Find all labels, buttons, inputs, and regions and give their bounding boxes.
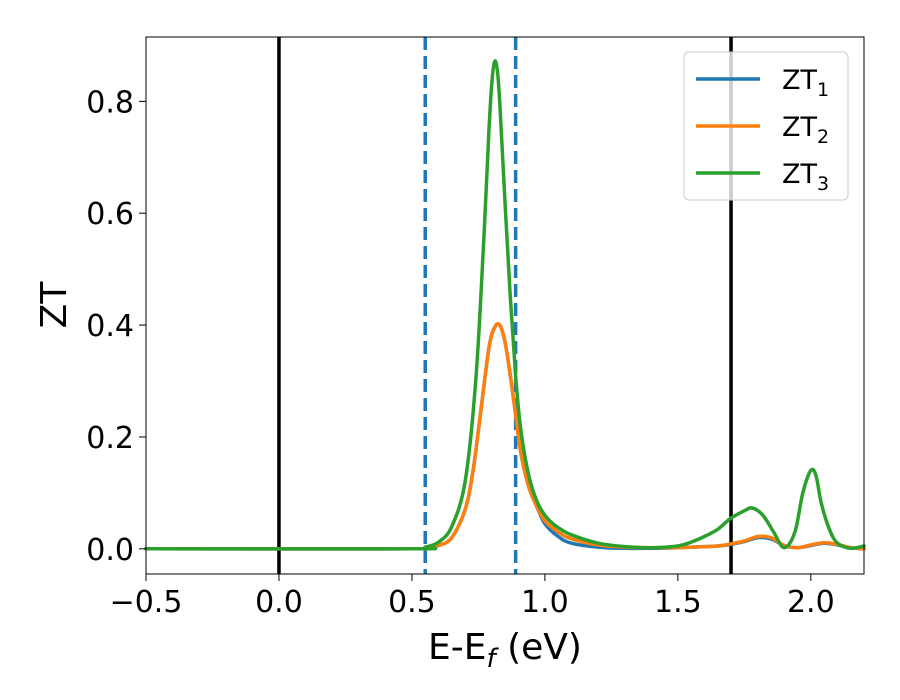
plot-frame <box>145 36 865 575</box>
y-tick-label: 0.6 <box>86 197 134 232</box>
legend-item-1: ZT1 <box>696 65 829 101</box>
series-line-2 <box>144 322 866 551</box>
x-tick-label: 0.5 <box>388 585 436 620</box>
series-line-3 <box>144 59 866 551</box>
y-tick-label: 0.4 <box>86 309 134 344</box>
vertical-reference-lines <box>277 37 733 574</box>
series-lines <box>144 59 866 551</box>
x-axis-label: E-Ef (eV) <box>428 627 582 674</box>
x-tick-label: −0.5 <box>110 585 183 620</box>
y-axis-ticks: 0.0 0.2 0.4 0.6 0.8 <box>86 85 146 568</box>
legend-label: ZT1 <box>782 65 829 101</box>
series-line-1 <box>144 322 866 551</box>
x-axis-label-unit: (eV) <box>496 627 582 668</box>
y-tick-label: 0.2 <box>86 421 134 456</box>
legend-item-3: ZT3 <box>696 159 829 195</box>
y-axis-label: ZT <box>34 281 75 329</box>
legend-box <box>683 51 849 201</box>
legend-item-2: ZT2 <box>696 112 829 148</box>
y-tick-label: 0.8 <box>86 85 134 120</box>
x-tick-label: 2.0 <box>787 585 835 620</box>
x-tick-label: 0.0 <box>255 585 303 620</box>
legend-label: ZT3 <box>782 159 829 195</box>
y-tick-label: 0.0 <box>86 533 134 568</box>
legend: ZT1 ZT2 ZT3 <box>683 51 849 201</box>
x-tick-label: 1.5 <box>654 585 702 620</box>
x-tick-label: 1.0 <box>521 585 569 620</box>
legend-label: ZT2 <box>782 112 829 148</box>
x-axis-ticks: −0.5 0.0 0.5 1.0 1.5 2.0 <box>110 574 835 620</box>
x-axis-label-main: E-E <box>428 627 486 668</box>
